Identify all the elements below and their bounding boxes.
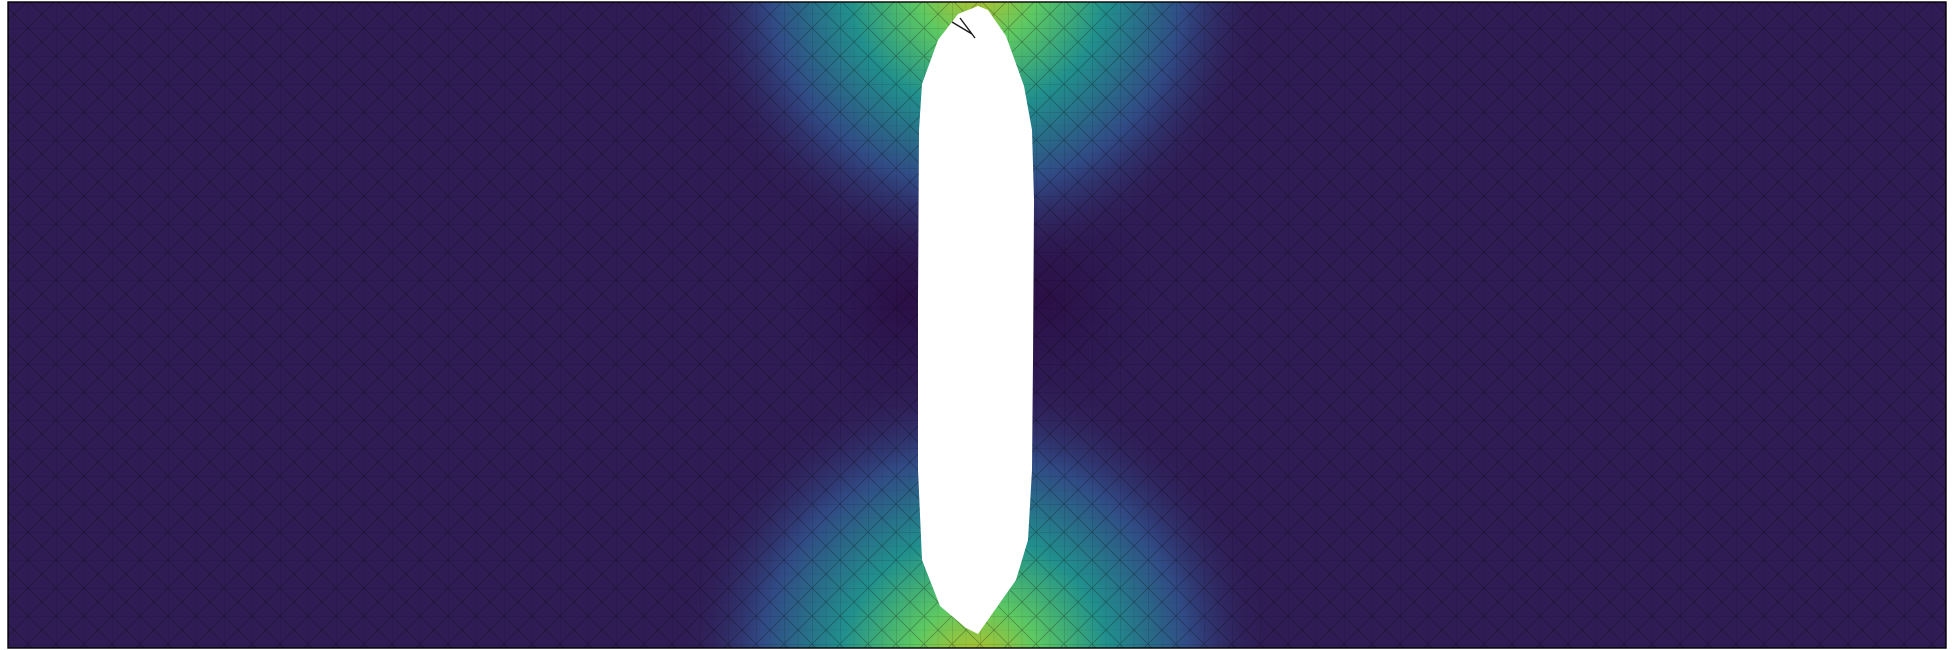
plate-outline	[7, 1, 1947, 649]
slot-hole	[918, 6, 1034, 634]
mesh-artifact-top	[951, 17, 976, 39]
